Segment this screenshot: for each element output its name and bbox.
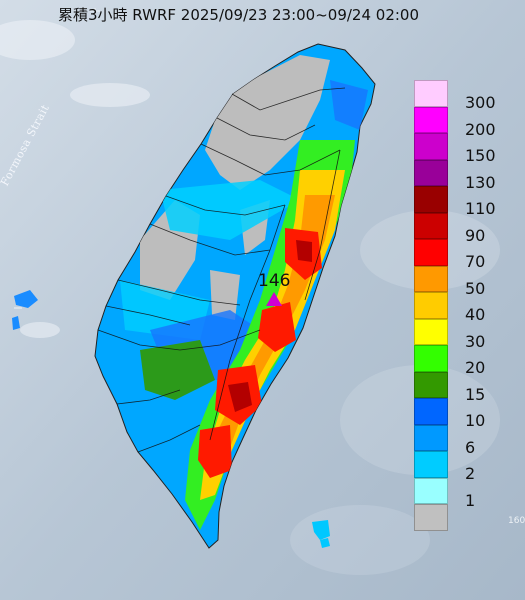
legend-label: 110 bbox=[465, 199, 496, 218]
legend-swatch: 15 bbox=[414, 371, 485, 404]
legend-swatch bbox=[414, 504, 448, 531]
map-title: 累積3小時 RWRF 2025/09/23 23:00~09/24 02:00 bbox=[58, 6, 420, 24]
legend-swatch: 1 bbox=[414, 477, 475, 510]
legend-swatch: 90 bbox=[414, 212, 485, 245]
legend-label: 15 bbox=[465, 384, 486, 404]
rainfall-fields bbox=[120, 55, 368, 530]
legend-label: 70 bbox=[465, 252, 486, 271]
legend-swatch: 130 bbox=[414, 159, 496, 192]
legend-label: 130 bbox=[465, 172, 496, 192]
legend-label: 20 bbox=[465, 358, 486, 377]
legend-label: 150 bbox=[465, 146, 496, 165]
legend-swatch: 200 bbox=[414, 106, 496, 139]
legend-swatch: 10 bbox=[414, 398, 485, 430]
rainfall-legend: 300 200 150 130 110 90 70 50 40 30 20 15 10 6 2 1 bbox=[414, 80, 496, 531]
legend-label: 40 bbox=[465, 305, 486, 324]
legend-label: 90 bbox=[465, 225, 486, 245]
legend-swatch: 40 bbox=[414, 292, 485, 324]
legend-swatch: 20 bbox=[414, 345, 485, 377]
edge-label: 160 bbox=[508, 516, 525, 526]
legend-swatch: 150 bbox=[414, 133, 496, 165]
islands bbox=[12, 290, 330, 548]
legend-label: 300 bbox=[465, 93, 496, 112]
legend-swatch: 50 bbox=[414, 265, 485, 298]
legend-label: 2 bbox=[465, 464, 476, 483]
legend-label: 6 bbox=[465, 437, 476, 457]
legend-label: 1 bbox=[465, 490, 476, 510]
legend-swatch: 30 bbox=[414, 318, 485, 351]
legend-swatch: 6 bbox=[414, 424, 475, 457]
legend-label: 30 bbox=[465, 331, 486, 351]
peak-value: 146 bbox=[258, 271, 291, 291]
legend-label: 200 bbox=[465, 119, 496, 139]
legend-label: 50 bbox=[465, 278, 486, 298]
graticule-ticks bbox=[14, 8, 100, 309]
county-boundaries bbox=[97, 87, 346, 453]
legend-swatch: 300 bbox=[414, 80, 496, 112]
legend-label: 10 bbox=[465, 411, 486, 430]
legend-swatch: 2 bbox=[414, 451, 475, 483]
peak-marker-icon bbox=[266, 292, 282, 306]
legend-swatch: 110 bbox=[414, 186, 496, 218]
legend-swatch: 70 bbox=[414, 239, 485, 271]
